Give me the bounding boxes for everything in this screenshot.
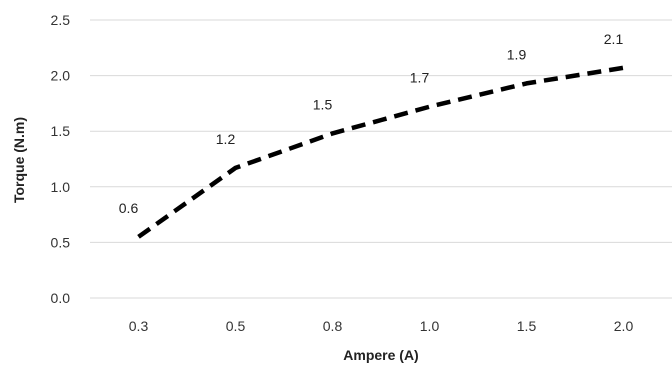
- data-label: 0.6: [119, 200, 139, 216]
- data-label: 1.7: [410, 70, 430, 86]
- data-label: 1.9: [507, 46, 527, 62]
- x-tick-label: 1.5: [517, 318, 537, 334]
- x-axis-ticks: 0.3 0.5 0.8 1.0 1.5 2.0: [129, 318, 634, 334]
- y-tick-label: 0.5: [51, 234, 71, 250]
- data-labels: 0.6 1.2 1.5 1.7 1.9 2.1: [119, 31, 624, 216]
- data-label: 1.2: [216, 131, 236, 147]
- x-tick-label: 0.5: [226, 318, 246, 334]
- y-tick-label: 2.0: [51, 68, 71, 84]
- y-axis-ticks: 0.0 0.5 1.0 1.5 2.0 2.5: [51, 12, 71, 306]
- y-tick-label: 2.5: [51, 12, 71, 28]
- x-axis-title: Ampere (A): [343, 347, 418, 363]
- series-line-0: [137, 65, 624, 239]
- x-tick-label: 2.0: [614, 318, 634, 334]
- gridlines: [90, 19, 672, 299]
- data-label: 1.5: [313, 96, 333, 112]
- data-label: 2.1: [604, 31, 624, 47]
- x-tick-label: 1.0: [420, 318, 440, 334]
- y-axis-title: Torque (N.m): [11, 117, 27, 203]
- y-tick-label: 1.0: [51, 179, 71, 195]
- x-tick-label: 0.3: [129, 318, 149, 334]
- x-tick-label: 0.8: [323, 318, 343, 334]
- y-tick-label: 0.0: [51, 290, 71, 306]
- y-tick-label: 1.5: [51, 123, 71, 139]
- series-group: [137, 65, 624, 239]
